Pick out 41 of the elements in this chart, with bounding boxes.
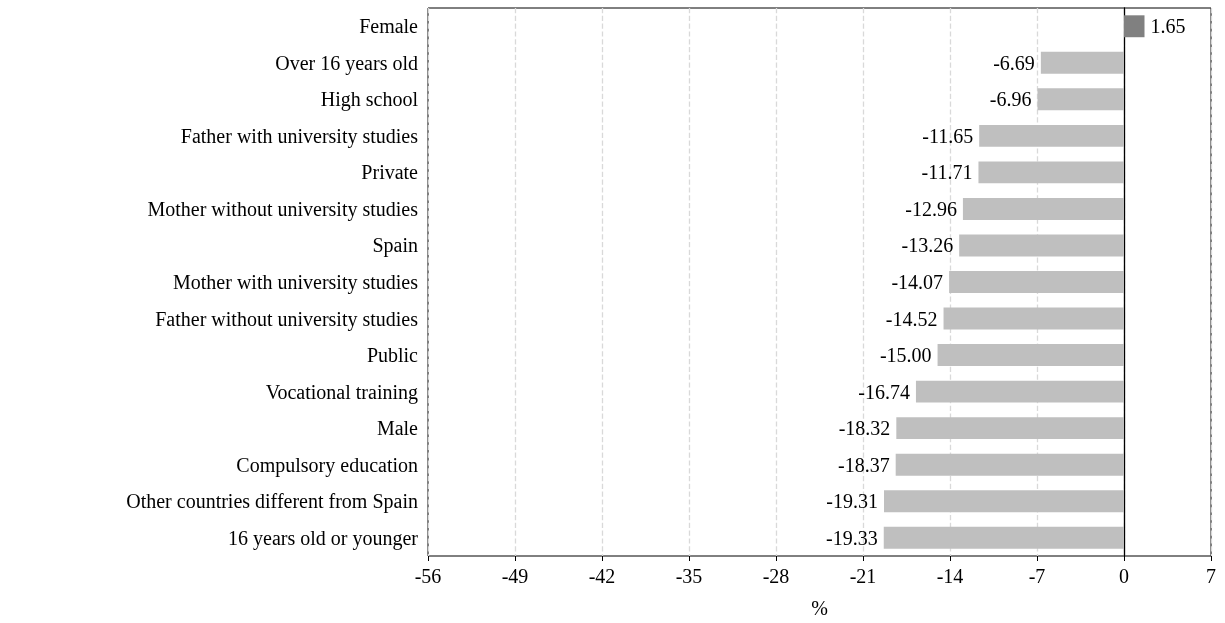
x-tick-label: -42 — [588, 565, 616, 587]
y-tick-label: Mother without university studies — [147, 197, 419, 221]
x-tick-label: -49 — [501, 565, 529, 587]
y-tick-label: Spain — [372, 234, 418, 258]
data-label: -11.71 — [921, 161, 973, 184]
y-tick-label: Vocational training — [265, 380, 418, 404]
data-label: -13.26 — [901, 234, 954, 257]
x-tick-label: -28 — [762, 565, 790, 587]
data-label: -14.07 — [891, 271, 944, 293]
data-label: -11.65 — [922, 124, 974, 147]
y-tick-label: Private — [361, 161, 419, 184]
y-tick-label: Father without university studies — [155, 307, 419, 331]
y-tick-label: Father with university studies — [180, 124, 419, 148]
x-tick-label: -35 — [675, 565, 703, 587]
data-label: -18.37 — [838, 453, 890, 476]
y-tick-label: 16 years old or younger — [228, 526, 419, 550]
y-tick-label: Other countries different from Spain — [126, 490, 418, 514]
x-tick-label: -56 — [414, 565, 442, 587]
x-tick-label: 7 — [1206, 565, 1216, 587]
x-tick-label: -7 — [1028, 565, 1046, 587]
y-tick-label: Public — [366, 344, 419, 367]
x-axis-title: % — [811, 597, 828, 619]
y-tick-label: Female — [359, 15, 419, 38]
data-label: -15.00 — [879, 344, 932, 367]
y-tick-label: Male — [376, 417, 419, 440]
x-tick-label: -14 — [936, 565, 964, 587]
data-label: -19.31 — [826, 490, 878, 513]
y-tick-label: Compulsory education — [236, 453, 418, 477]
y-tick-label: Over 16 years old — [275, 51, 418, 75]
data-label: -18.32 — [838, 417, 891, 440]
data-label: -12.96 — [905, 197, 957, 220]
data-label: -19.33 — [826, 526, 878, 549]
x-tick-label: -21 — [849, 565, 877, 587]
data-label: -6.69 — [993, 51, 1035, 74]
y-tick-label: High school — [320, 88, 419, 112]
y-tick-label: Mother with university studies — [173, 271, 419, 294]
x-tick-label: 0 — [1119, 565, 1129, 587]
data-label: -6.96 — [989, 88, 1032, 111]
data-label: -14.52 — [885, 307, 938, 330]
data-label: -16.74 — [858, 380, 910, 403]
data-label: 1.65 — [1150, 15, 1186, 38]
